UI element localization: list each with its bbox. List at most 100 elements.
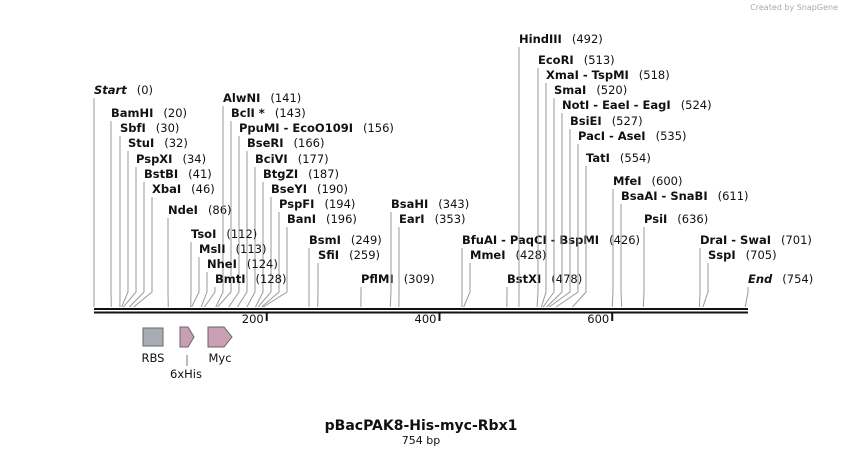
site-position: (701)	[781, 233, 812, 247]
enzyme-name: BanI	[287, 212, 316, 226]
enzyme-name: BtgZI	[263, 167, 298, 181]
site-position: (353)	[435, 212, 466, 226]
site-label: DraI - SwaI (701)	[700, 233, 812, 247]
enzyme-name: MfeI	[613, 174, 642, 188]
site-position: (143)	[275, 106, 306, 120]
site-position: (492)	[572, 32, 603, 46]
site-position: (527)	[612, 114, 643, 128]
site-position: (518)	[639, 68, 670, 82]
site-label: XbaI (46)	[152, 182, 215, 196]
enzyme-name: BsmI	[309, 233, 341, 247]
enzyme-name: PflMI	[361, 272, 394, 286]
site-label: NdeI (86)	[168, 203, 232, 217]
site-lead	[129, 182, 145, 308]
site-position: (30)	[156, 121, 180, 135]
enzyme-name: SbfI	[120, 121, 146, 135]
site-label: EcoRI (513)	[538, 53, 615, 67]
site-position: (259)	[349, 248, 380, 262]
enzyme-name: TsoI	[191, 227, 216, 241]
site-lead	[255, 182, 264, 308]
enzyme-name: XmaI - TspMI	[546, 68, 629, 82]
site-position: (34)	[182, 152, 206, 166]
site-lead	[702, 263, 709, 308]
site-label: BtgZI (187)	[263, 167, 339, 181]
site-position: (41)	[188, 167, 212, 181]
site-label: NheI (124)	[207, 257, 278, 271]
site-label: PpuMI - EcoO109I (156)	[239, 121, 394, 135]
site-lead	[698, 248, 701, 308]
enzyme-name: StuI	[128, 136, 154, 150]
site-label: MmeI (428)	[470, 248, 546, 262]
site-lead	[200, 272, 208, 308]
enzyme-name: BmtI	[215, 272, 246, 286]
site-label: XmaI - TspMI (518)	[546, 68, 670, 82]
site-lead	[121, 151, 129, 308]
site-label: BamHI (20)	[111, 106, 187, 120]
site-label: BsaHI (343)	[391, 197, 469, 211]
enzyme-name: BstXI	[507, 272, 541, 286]
site-lead	[620, 204, 623, 308]
site-lead	[236, 151, 248, 308]
site-position: (194)	[324, 197, 355, 211]
site-position: (343)	[438, 197, 469, 211]
site-label: BclI * (143)	[231, 106, 306, 120]
site-position: (426)	[609, 233, 640, 247]
site-label: BsiEI (527)	[570, 114, 643, 128]
enzyme-name: SmaI	[554, 83, 586, 97]
enzyme-name: BfuAI - PaqCI - BspMI	[462, 233, 599, 247]
site-label: BmtI (128)	[215, 272, 286, 286]
enzyme-name: NdeI	[168, 203, 198, 217]
ruler-label: 400	[415, 312, 437, 326]
site-position: (428)	[516, 248, 547, 262]
site-position: (86)	[208, 203, 232, 217]
site-position: (187)	[308, 167, 339, 181]
site-position: (535)	[656, 129, 687, 143]
site-label: BsaAI - SnaBI (611)	[621, 189, 749, 203]
feature-label: Myc	[208, 351, 231, 365]
enzyme-name: BseRI	[247, 136, 284, 150]
enzyme-name: MmeI	[470, 248, 506, 262]
site-label: PspXI (34)	[136, 152, 206, 166]
site-label: End (754)	[748, 272, 813, 286]
site-label: SbfI (30)	[120, 121, 179, 135]
site-position: (190)	[317, 182, 348, 196]
enzyme-name: AlwNI	[223, 91, 260, 105]
site-position: (520)	[596, 83, 627, 97]
site-lead	[540, 83, 547, 308]
myc-feature	[207, 326, 233, 348]
feature-label: 6xHis	[170, 367, 202, 381]
site-label: BfuAI - PaqCI - BspMI (426)	[462, 233, 640, 247]
site-label: SspI (705)	[708, 248, 777, 262]
ruler-label: 200	[242, 312, 264, 326]
site-position: (166)	[294, 136, 325, 150]
enzyme-name: BseYI	[271, 182, 307, 196]
site-label: BciVI (177)	[255, 152, 329, 166]
enzyme-name: End	[748, 272, 773, 286]
site-position: (524)	[681, 98, 712, 112]
site-position: (478)	[551, 272, 582, 286]
enzyme-name: PsiI	[644, 212, 667, 226]
site-position: (128)	[256, 272, 287, 286]
map-length: 754 bp	[402, 434, 440, 447]
site-position: (32)	[164, 136, 188, 150]
enzyme-name: BamHI	[111, 106, 153, 120]
site-position: (754)	[782, 272, 813, 286]
site-position: (554)	[620, 151, 651, 165]
site-lead	[246, 167, 256, 308]
enzyme-name: TatI	[586, 151, 610, 165]
site-label: MfeI (600)	[613, 174, 682, 188]
site-label: BstBI (41)	[144, 167, 212, 181]
rbs-feature	[142, 327, 164, 347]
enzyme-name: PspFI	[279, 197, 314, 211]
site-lead	[133, 197, 153, 308]
ruler-label: 600	[587, 312, 609, 326]
site-lead	[215, 106, 224, 308]
site-label: Start (0)	[94, 83, 153, 97]
site-label: MslI (113)	[199, 242, 266, 256]
site-position: (141)	[270, 91, 301, 105]
his-feature	[179, 326, 195, 348]
site-lead	[744, 287, 749, 308]
site-label: StuI (32)	[128, 136, 188, 150]
